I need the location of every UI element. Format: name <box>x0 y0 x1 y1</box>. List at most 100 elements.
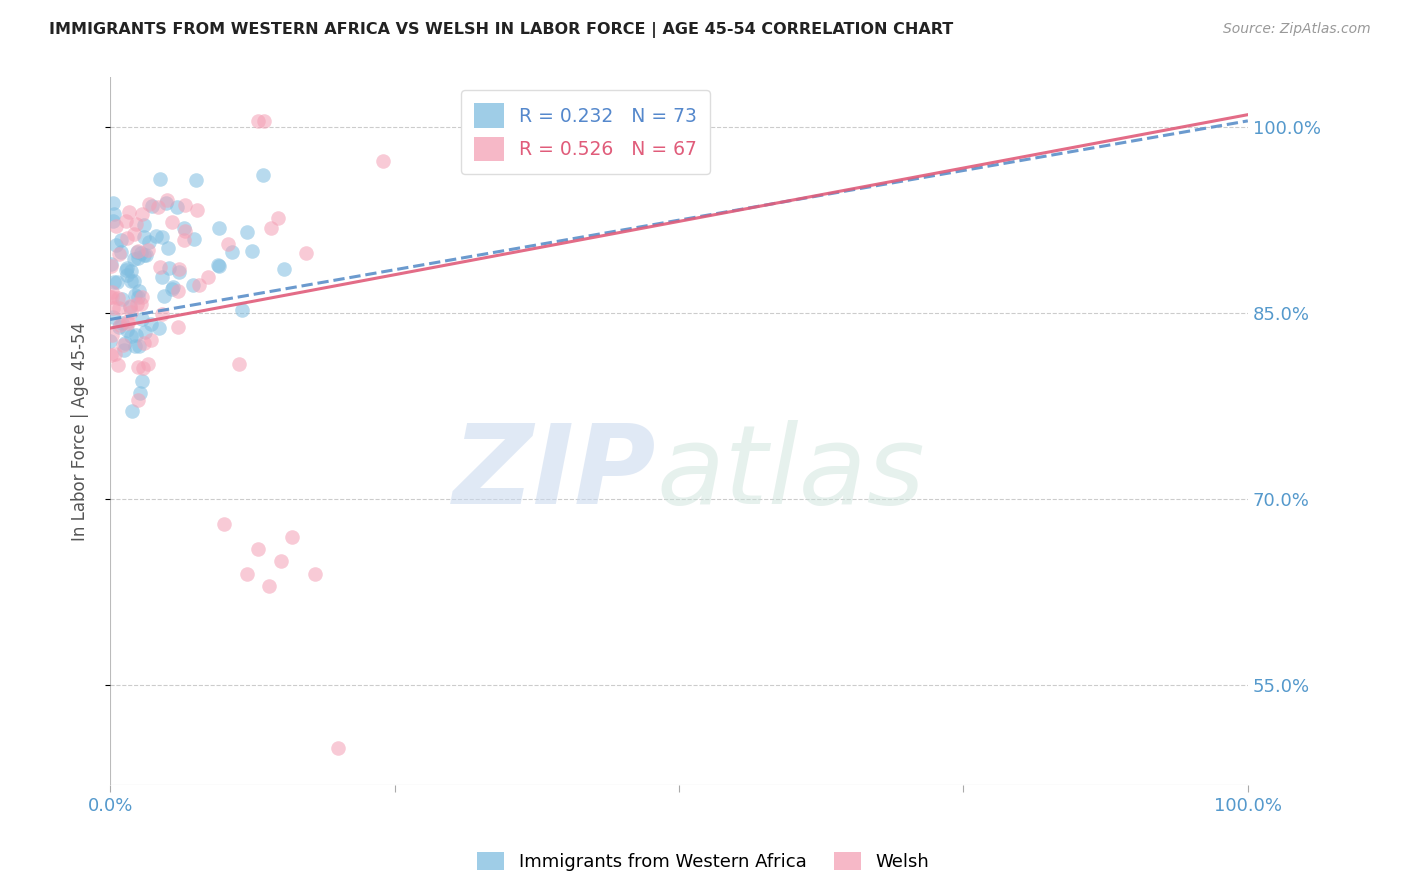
Point <box>212 517 235 532</box>
Point <box>160 282 183 296</box>
Point <box>129 297 152 311</box>
Point <box>150 306 173 320</box>
Y-axis label: In Labor Force | Age 45-54: In Labor Force | Age 45-54 <box>72 322 89 541</box>
Point <box>235 566 257 581</box>
Point <box>173 233 195 247</box>
Point <box>235 225 257 239</box>
Point <box>253 114 276 128</box>
Point <box>105 219 128 233</box>
Point <box>294 245 316 260</box>
Point <box>117 314 139 328</box>
Point <box>128 339 150 353</box>
Point <box>128 385 150 400</box>
Point <box>100 257 122 271</box>
Point <box>131 312 153 326</box>
Point <box>156 241 179 255</box>
Point <box>146 200 169 214</box>
Point <box>107 291 129 305</box>
Point <box>131 361 153 376</box>
Point <box>259 579 281 593</box>
Point <box>149 260 172 275</box>
Point <box>207 258 229 272</box>
Point <box>217 237 239 252</box>
Point <box>252 168 274 182</box>
Point <box>120 274 142 288</box>
Legend: Immigrants from Western Africa, Welsh: Immigrants from Western Africa, Welsh <box>470 845 936 879</box>
Point <box>108 301 131 315</box>
Point <box>181 277 204 292</box>
Point <box>114 335 136 350</box>
Point <box>150 230 173 244</box>
Point <box>100 259 122 273</box>
Point <box>127 393 149 408</box>
Point <box>103 275 125 289</box>
Point <box>138 235 160 250</box>
Point <box>127 290 149 304</box>
Point <box>149 172 172 186</box>
Point <box>122 227 145 241</box>
Point <box>173 221 195 235</box>
Point <box>166 284 188 298</box>
Point <box>120 329 142 343</box>
Point <box>197 270 219 285</box>
Point <box>167 265 190 279</box>
Point <box>101 327 124 342</box>
Point <box>110 233 132 247</box>
Point <box>138 197 160 211</box>
Point <box>101 285 124 300</box>
Point <box>114 263 136 277</box>
Point <box>240 244 263 258</box>
Point <box>156 193 179 207</box>
Point <box>281 530 304 544</box>
Point <box>115 323 138 337</box>
Point <box>124 339 146 353</box>
Point <box>101 196 124 211</box>
Point <box>131 290 153 304</box>
Point <box>135 248 157 262</box>
Point <box>125 297 148 311</box>
Point <box>166 320 188 334</box>
Point <box>139 318 162 332</box>
Legend: R = 0.232   N = 73, R = 0.526   N = 67: R = 0.232 N = 73, R = 0.526 N = 67 <box>461 90 710 174</box>
Point <box>118 205 141 219</box>
Point <box>120 299 142 313</box>
Point <box>145 229 167 244</box>
Point <box>111 317 134 331</box>
Point <box>120 264 142 278</box>
Point <box>160 215 183 229</box>
Point <box>132 336 155 351</box>
Point <box>162 280 184 294</box>
Point <box>115 261 138 276</box>
Point <box>153 289 176 303</box>
Point <box>105 275 128 289</box>
Point <box>115 231 138 245</box>
Point <box>136 243 159 257</box>
Point <box>132 248 155 262</box>
Text: ZIP: ZIP <box>453 420 657 527</box>
Point <box>98 334 121 348</box>
Point <box>117 316 139 330</box>
Point <box>270 554 292 568</box>
Point <box>111 292 134 306</box>
Point <box>166 200 188 214</box>
Text: IMMIGRANTS FROM WESTERN AFRICA VS WELSH IN LABOR FORCE | AGE 45-54 CORRELATION C: IMMIGRANTS FROM WESTERN AFRICA VS WELSH … <box>49 22 953 38</box>
Point <box>111 338 134 352</box>
Point <box>186 203 208 218</box>
Point <box>208 259 231 273</box>
Point <box>141 199 163 213</box>
Point <box>326 740 349 755</box>
Point <box>260 221 283 235</box>
Point <box>101 214 124 228</box>
Point <box>115 268 138 282</box>
Text: atlas: atlas <box>657 420 925 527</box>
Point <box>228 357 250 371</box>
Point <box>141 333 163 347</box>
Point <box>184 172 207 186</box>
Point <box>132 230 155 244</box>
Point <box>105 237 128 252</box>
Point <box>127 251 149 265</box>
Point <box>120 305 142 319</box>
Point <box>304 566 326 581</box>
Point <box>124 287 146 301</box>
Point <box>221 244 243 259</box>
